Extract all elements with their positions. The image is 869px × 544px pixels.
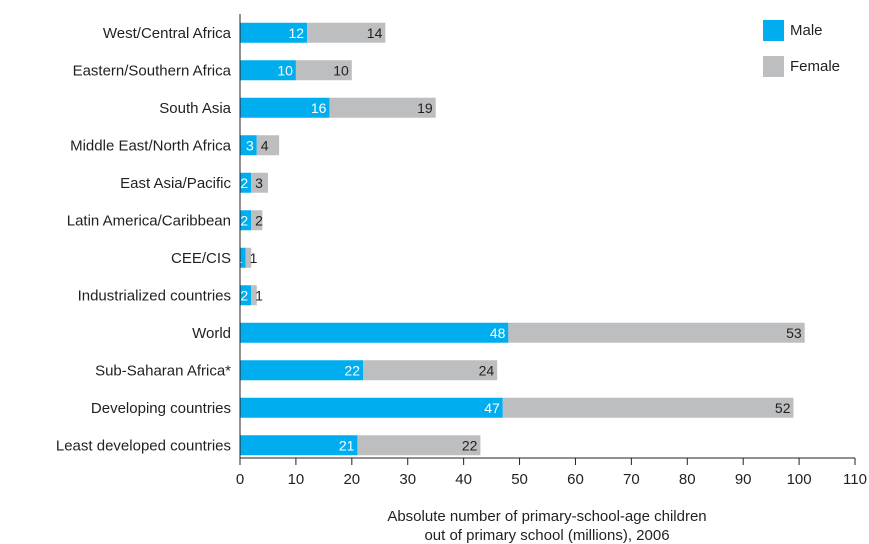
category-label-eastern-southern-africa: Eastern/Southern Africa [73, 62, 232, 79]
value-label-male-developing-countries: 47 [484, 400, 500, 416]
bar-male-east-asia-pacific [240, 172, 252, 193]
legend-label-male: Male [790, 22, 823, 39]
bar-female-least-developed-countries [357, 435, 481, 456]
category-label-south-asia: South Asia [159, 100, 231, 117]
x-tick-label-70: 70 [623, 471, 640, 488]
value-label-male-cee-cis: 1 [235, 250, 243, 266]
bar-male-west-central-africa [240, 22, 308, 43]
bar-male-developing-countries [240, 397, 503, 418]
bar-female-west-central-africa [307, 22, 386, 43]
value-label-male-world: 48 [490, 325, 506, 341]
bar-male-latin-america-caribbean [240, 210, 252, 231]
value-label-female-middle-east-north-africa: 4 [261, 137, 269, 153]
x-tick-label-0: 0 [236, 471, 244, 488]
category-labels: West/Central Africa Eastern/Southern Afri… [56, 25, 232, 455]
value-label-female-west-central-africa: 14 [367, 25, 383, 41]
value-label-male-west-central-africa: 12 [289, 25, 305, 41]
bar-female-sub-saharan-africa [363, 360, 498, 381]
category-label-cee-cis: CEE/CIS [171, 250, 231, 267]
value-label-female-east-asia-pacific: 3 [255, 175, 263, 191]
x-axis-label-line-2: out of primary school (millions), 2006 [424, 527, 669, 544]
value-label-male-eastern-southern-africa: 10 [277, 62, 293, 78]
value-label-female-industrialized-countries: 1 [255, 287, 263, 303]
bar-male-south-asia [240, 97, 330, 118]
x-tick-label-20: 20 [343, 471, 360, 488]
category-label-least-developed-countries: Least developed countries [56, 437, 231, 454]
bar-female-developing-countries [502, 397, 794, 418]
category-label-world: World [192, 325, 231, 342]
x-tick-label-30: 30 [399, 471, 416, 488]
bar-female-south-asia [329, 97, 436, 118]
value-label-female-cee-cis: 1 [250, 250, 258, 266]
x-tick-label-100: 100 [787, 471, 812, 488]
value-label-male-east-asia-pacific: 2 [240, 175, 248, 191]
x-axis-ticks: 0 10 20 30 40 50 60 70 80 90 100 110 [236, 458, 867, 488]
value-label-male-latin-america-caribbean: 2 [240, 212, 248, 228]
bar-male-cee-cis [240, 247, 246, 268]
category-label-industrialized-countries: Industrialized countries [78, 287, 231, 304]
category-label-middle-east-north-africa: Middle East/North Africa [70, 137, 232, 154]
legend-swatch-male [763, 20, 784, 41]
value-label-male-middle-east-north-africa: 3 [246, 137, 254, 153]
x-tick-label-40: 40 [455, 471, 472, 488]
legend: Male Female [763, 20, 840, 77]
x-tick-label-50: 50 [511, 471, 528, 488]
bar-male-industrialized-countries [240, 285, 252, 306]
value-label-female-developing-countries: 52 [775, 400, 791, 416]
value-label-female-world: 53 [786, 325, 802, 341]
x-tick-label-90: 90 [735, 471, 752, 488]
category-label-developing-countries: Developing countries [91, 400, 231, 417]
legend-swatch-female [763, 56, 784, 77]
x-tick-label-80: 80 [679, 471, 696, 488]
legend-label-female: Female [790, 58, 840, 75]
bar-male-sub-saharan-africa [240, 360, 363, 381]
bar-female-cee-cis [245, 247, 252, 268]
bar-female-east-asia-pacific [251, 172, 268, 193]
x-tick-label-110: 110 [843, 471, 867, 488]
value-label-male-south-asia: 16 [311, 100, 327, 116]
category-label-latin-america-caribbean: Latin America/Caribbean [67, 212, 231, 229]
bar-female-eastern-southern-africa [295, 60, 352, 81]
category-label-west-central-africa: West/Central Africa [103, 25, 232, 42]
value-label-male-industrialized-countries: 2 [240, 287, 248, 303]
bar-female-latin-america-caribbean [251, 210, 263, 231]
bar-female-world [508, 322, 805, 343]
bar-female-middle-east-north-africa [256, 135, 280, 156]
bar-female-industrialized-countries [251, 285, 257, 306]
bar-male-least-developed-countries [240, 435, 358, 456]
bar-male-world [240, 322, 509, 343]
category-label-sub-saharan-africa: Sub-Saharan Africa* [95, 362, 231, 379]
x-tick-label-10: 10 [288, 471, 305, 488]
value-label-male-least-developed-countries: 21 [339, 437, 355, 453]
x-tick-label-60: 60 [567, 471, 584, 488]
bars-layer [240, 22, 805, 456]
bar-male-eastern-southern-africa [240, 60, 296, 81]
value-label-male-sub-saharan-africa: 22 [344, 362, 360, 378]
x-axis-label-line-1: Absolute number of primary-school-age ch… [387, 508, 706, 525]
bar-male-middle-east-north-africa [240, 135, 257, 156]
value-label-female-latin-america-caribbean: 2 [255, 212, 263, 228]
value-label-female-eastern-southern-africa: 10 [333, 62, 349, 78]
value-label-female-least-developed-countries: 22 [462, 437, 478, 453]
value-label-female-sub-saharan-africa: 24 [479, 362, 495, 378]
value-label-female-south-asia: 19 [417, 100, 433, 116]
category-label-east-asia-pacific: East Asia/Pacific [120, 175, 231, 192]
